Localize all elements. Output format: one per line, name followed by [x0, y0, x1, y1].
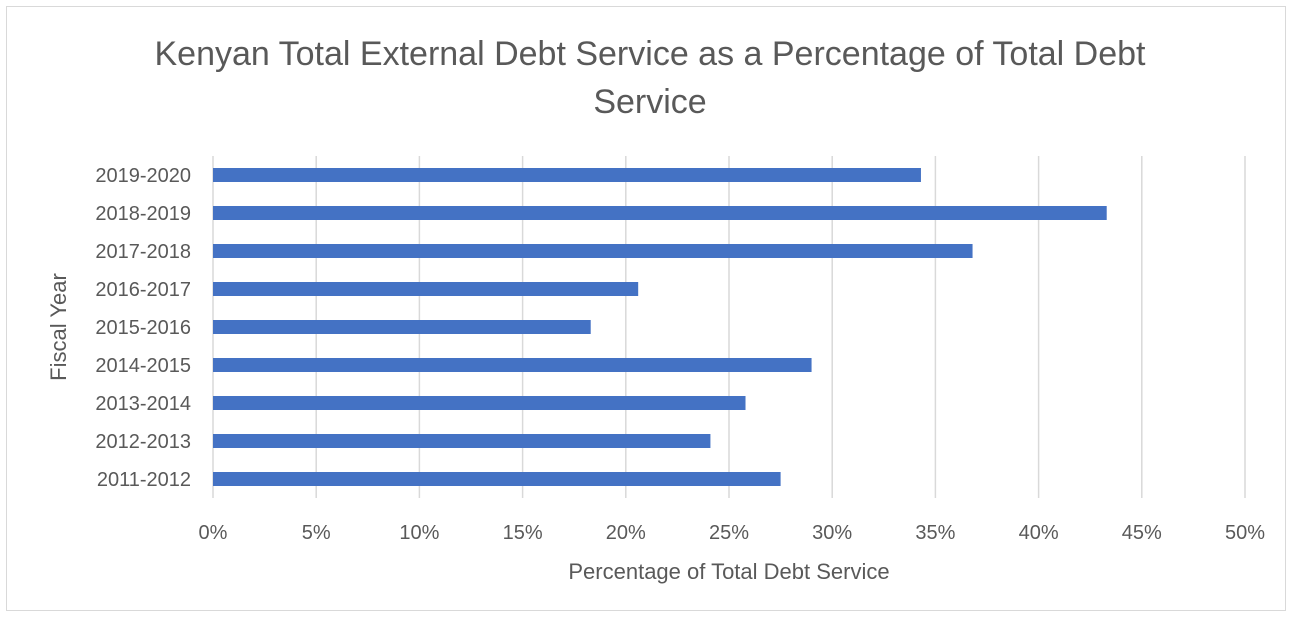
- x-tick-label: 20%: [606, 522, 646, 544]
- y-tick-label: 2017-2018: [95, 241, 191, 263]
- y-axis-title: Fiscal Year: [46, 273, 71, 381]
- x-tick-label: 0%: [199, 522, 228, 544]
- x-tick-label: 30%: [812, 522, 852, 544]
- y-tick-label: 2018-2019: [95, 203, 191, 225]
- y-tick-label: 2015-2016: [95, 317, 191, 339]
- x-tick-label: 15%: [503, 522, 543, 544]
- x-axis-title: Percentage of Total Debt Service: [568, 559, 889, 584]
- bar: [213, 244, 973, 258]
- chart-title-container: Kenyan Total External Debt Service as a …: [0, 30, 1294, 126]
- bar: [213, 358, 812, 372]
- y-tick-label: 2014-2015: [95, 355, 191, 377]
- bar: [213, 320, 591, 334]
- x-tick-label: 35%: [915, 522, 955, 544]
- bar: [213, 434, 711, 448]
- x-tick-label: 5%: [302, 522, 331, 544]
- x-tick-label: 10%: [399, 522, 439, 544]
- bar: [213, 282, 639, 296]
- y-tick-label: 2016-2017: [95, 279, 191, 301]
- chart-frame: [6, 6, 1286, 611]
- bar: [213, 168, 921, 182]
- y-tick-label: 2011-2012: [97, 469, 191, 491]
- bar: [213, 472, 781, 486]
- x-tick-label: 25%: [709, 522, 749, 544]
- bar: [213, 396, 746, 410]
- x-tick-labels: 0% 5% 10% 15% 20% 25% 30% 35% 40% 45% 50%: [199, 522, 1266, 544]
- bars: [213, 168, 1107, 486]
- x-tick-label: 50%: [1225, 522, 1265, 544]
- y-tick-labels: 2011-2012 2012-2013 2013-2014 2014-2015 2015…: [95, 165, 191, 491]
- chart-title: Kenyan Total External Debt Service as a …: [154, 35, 1146, 121]
- x-tick-label: 40%: [1019, 522, 1059, 544]
- y-tick-label: 2013-2014: [95, 393, 191, 415]
- x-tick-label: 45%: [1122, 522, 1162, 544]
- bar: [213, 206, 1107, 220]
- y-tick-label: 2019-2020: [95, 165, 191, 187]
- y-tick-label: 2012-2013: [95, 431, 191, 453]
